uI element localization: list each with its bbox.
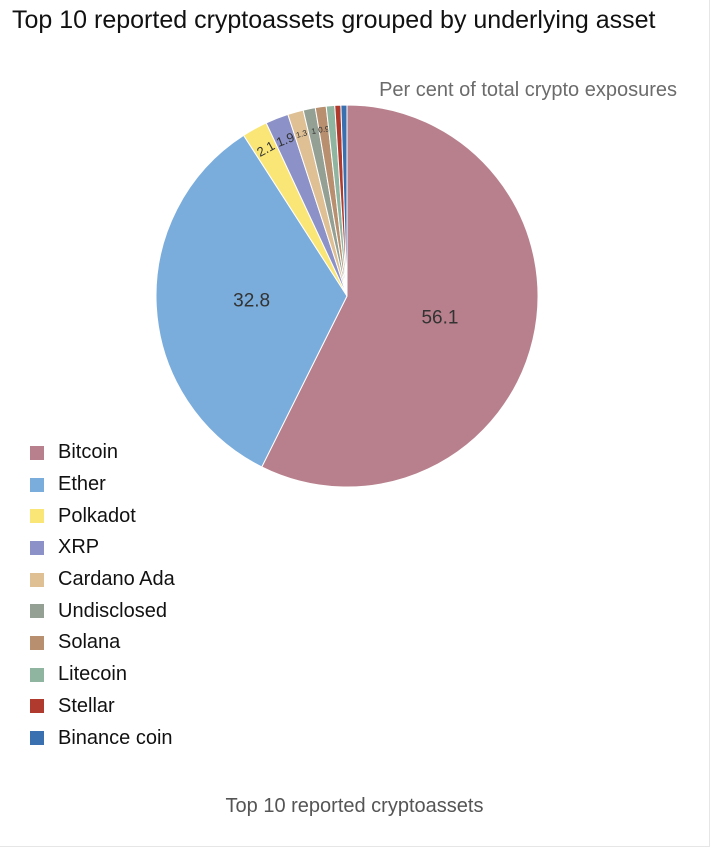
legend-label: Binance coin — [58, 726, 173, 749]
pie-slice-bitcoin — [261, 104, 539, 488]
pie-data-label-xrp: 1.9 — [274, 129, 296, 150]
legend-label: Cardano Ada — [58, 568, 175, 591]
legend-swatch — [30, 604, 44, 619]
legend-swatch — [30, 572, 44, 587]
legend-swatch — [30, 699, 44, 714]
legend-label: Polkadot — [58, 504, 136, 527]
pie-data-label-bitcoin: 56.1 — [421, 307, 458, 328]
pie-data-label-cardano-ada: 1.3 — [295, 128, 309, 140]
legend-label: Stellar — [58, 694, 115, 717]
pie-slice-ether — [155, 134, 348, 468]
legend-label: Litecoin — [58, 663, 127, 686]
chart-legend: Bitcoin Ether Polkadot XRP Cardano Ada Undisc… — [30, 437, 175, 754]
pie-slice-binance-coin — [340, 104, 348, 297]
legend-item-solana: Solana — [30, 627, 175, 659]
legend-item-stellar: Stellar — [30, 691, 175, 723]
legend-label: Bitcoin — [58, 441, 119, 464]
legend-item-litecoin: Litecoin — [30, 659, 175, 691]
chart-subtitle: Per cent of total crypto exposures — [379, 79, 677, 101]
legend-swatch — [30, 731, 44, 746]
pie-data-label-solana: 0.9 — [318, 124, 331, 135]
legend-label: XRP — [58, 536, 100, 559]
legend-item-bitcoin: Bitcoin — [30, 437, 175, 469]
legend-label: Ether — [58, 473, 106, 496]
legend-item-polkadot: Polkadot — [30, 500, 175, 532]
pie-data-label-ether: 32.8 — [233, 291, 270, 312]
legend-item-cardano-ada: Cardano Ada — [30, 564, 175, 596]
legend-swatch — [30, 445, 44, 460]
legend-swatch — [30, 509, 44, 524]
legend-item-ether: Ether — [30, 469, 175, 501]
legend-label: Solana — [58, 631, 121, 654]
legend-swatch — [30, 540, 44, 555]
legend-swatch — [30, 667, 44, 682]
legend-swatch — [30, 635, 44, 650]
chart-title: Top 10 reported cryptoassets grouped by … — [12, 6, 656, 34]
chart-caption: Top 10 reported cryptoassets — [225, 795, 484, 817]
legend-swatch — [30, 477, 44, 492]
pie-data-label-undisclosed: 1 — [311, 126, 318, 136]
legend-item-xrp: XRP — [30, 532, 175, 564]
legend-label: Undisclosed — [58, 599, 167, 622]
legend-item-binance-coin: Binance coin — [30, 722, 175, 754]
legend-item-undisclosed: Undisclosed — [30, 595, 175, 627]
